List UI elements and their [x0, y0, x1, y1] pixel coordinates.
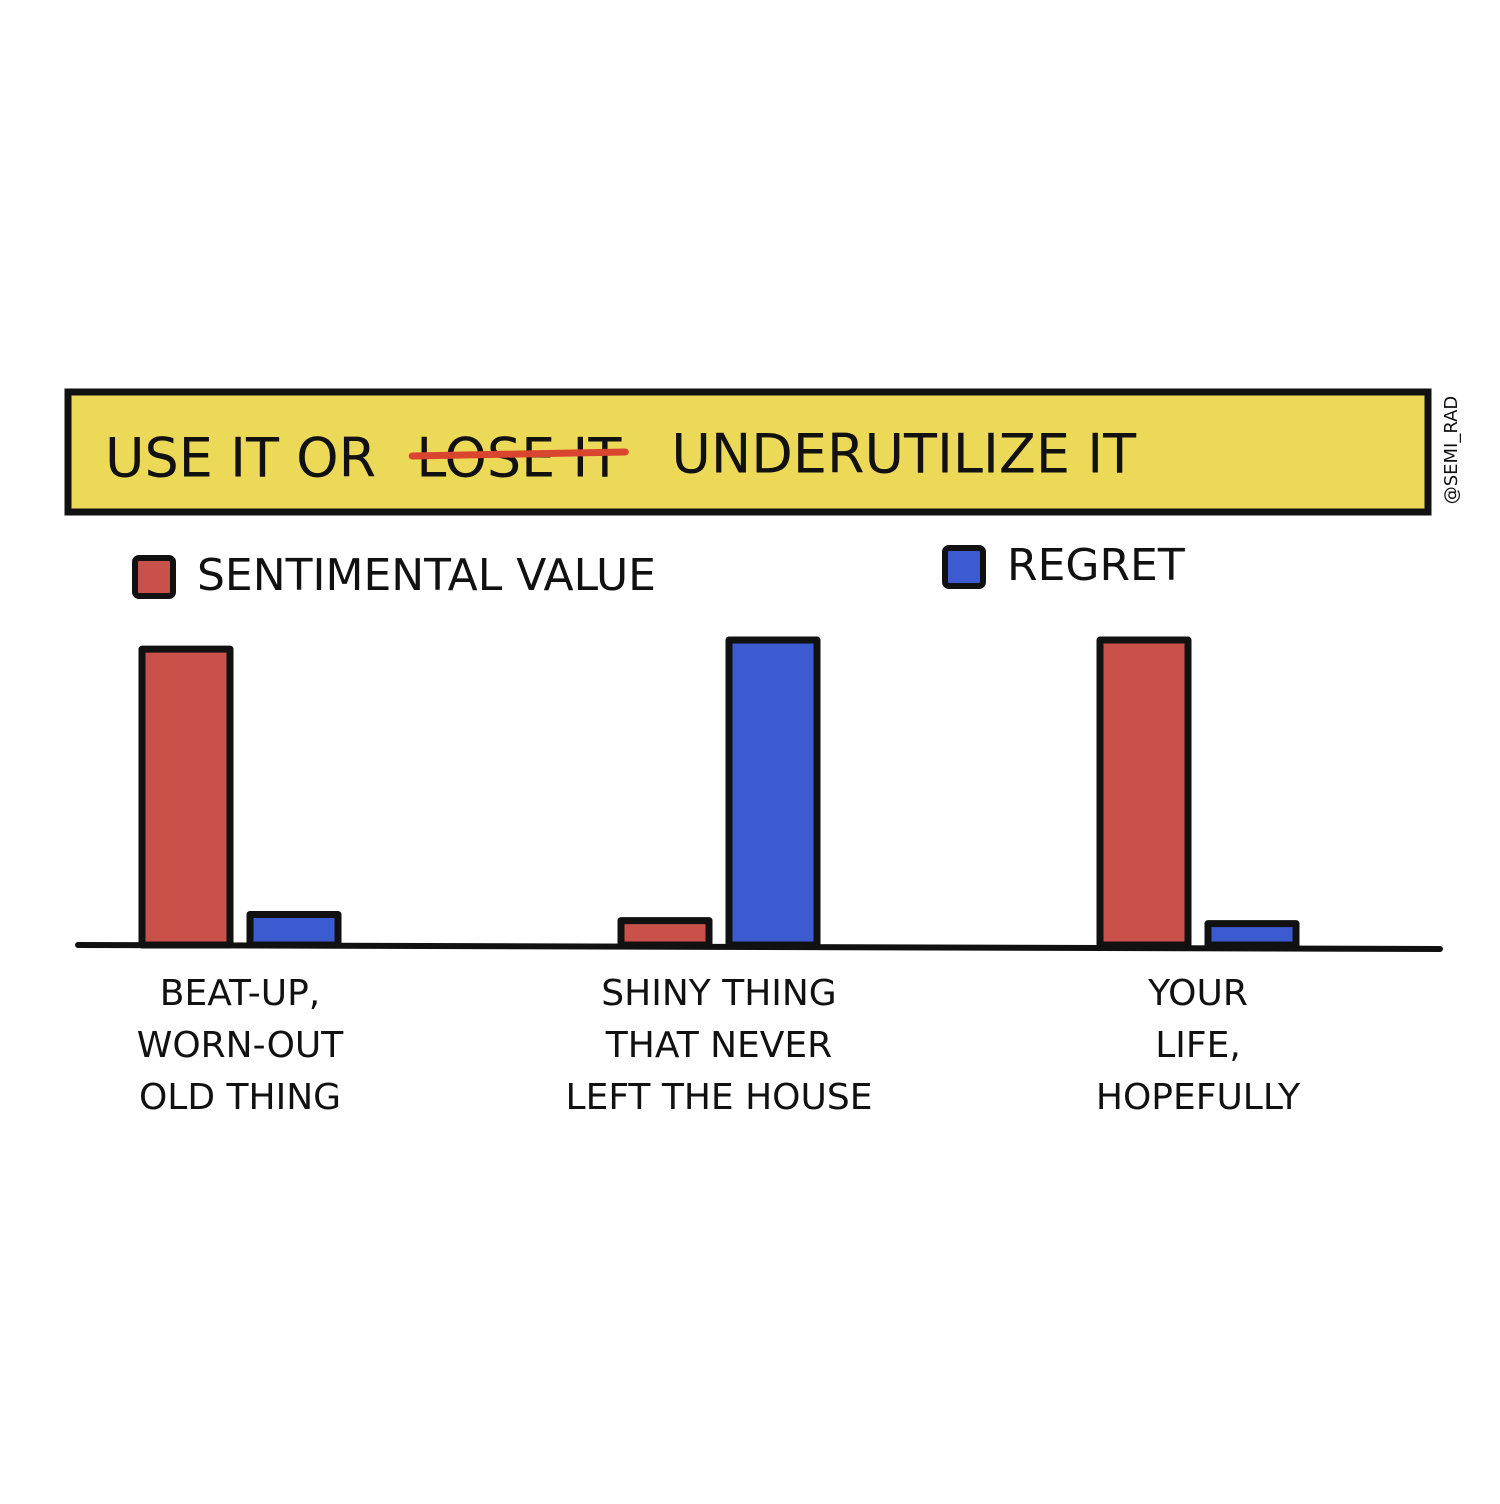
x-tick-label: HOPEFULLY: [1096, 1077, 1301, 1118]
legend-swatch: [942, 545, 986, 589]
legend-label: SENTIMENTAL VALUE: [197, 550, 656, 601]
x-tick-label: SHINY THING: [601, 973, 836, 1014]
bar: [1096, 636, 1192, 949]
chart-subtitle: UNDERUTILIZE IT: [671, 423, 1137, 486]
bar: [1204, 920, 1300, 949]
legend-swatch: [132, 555, 176, 599]
bar: [617, 917, 713, 949]
x-tick-label: BEAT-UP,: [160, 973, 320, 1014]
x-tick-label: LIFE,: [1155, 1025, 1241, 1066]
bar: [246, 911, 342, 949]
x-tick-label: LEFT THE HOUSE: [566, 1077, 873, 1118]
legend-label: REGRET: [1007, 540, 1185, 591]
credit: @SEMI_RAD: [1441, 396, 1462, 505]
strike-line: [408, 448, 629, 460]
x-tick-label: THAT NEVER: [605, 1025, 832, 1066]
x-tick-label: OLD THING: [139, 1077, 341, 1118]
x-tick-label: YOUR: [1147, 973, 1248, 1014]
bar: [725, 636, 821, 949]
chart-title: USE IT OR: [105, 427, 376, 490]
title-box: [64, 388, 1432, 516]
x-tick-label: WORN-OUT: [137, 1025, 345, 1066]
bar: [138, 645, 234, 949]
